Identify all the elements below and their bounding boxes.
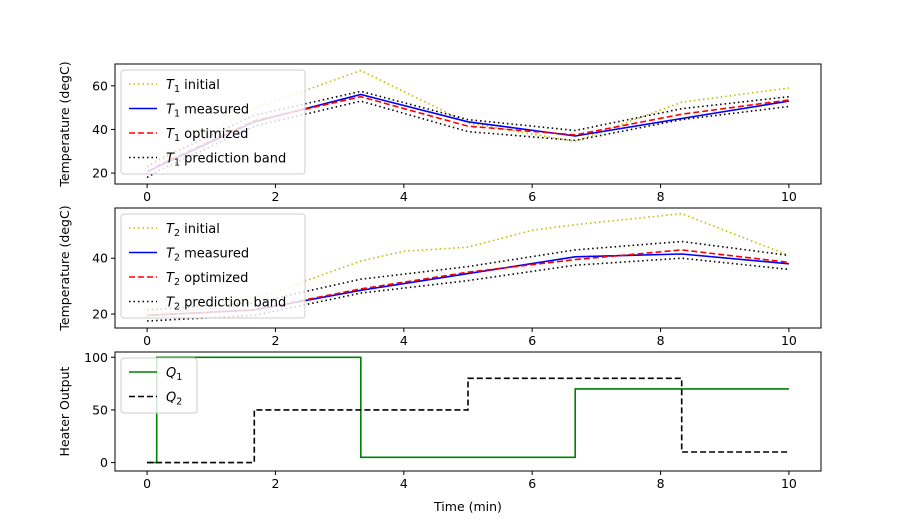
x-tick-label: 4 [400, 333, 408, 348]
y-axis-label: Temperature (degC) [57, 205, 72, 331]
legend-entry: T1 optimized [166, 127, 248, 144]
legend-entry: T2 initial [166, 222, 220, 239]
x-tick-label: 6 [528, 476, 536, 491]
x-tick-label: 8 [657, 476, 665, 491]
x-tick-label: 4 [400, 189, 408, 204]
axes-frame [114, 63, 822, 185]
x-tick-label: 2 [271, 476, 279, 491]
legend-entry: T1 prediction band [166, 152, 286, 169]
series-line-Q-2 [147, 377, 789, 464]
y-tick-label: 20 [92, 166, 108, 181]
y-tick-label: 60 [92, 78, 108, 93]
legend-entry: T1 initial [166, 78, 220, 95]
axes-frame [114, 207, 822, 329]
x-tick-label: 0 [143, 333, 151, 348]
legend-entry: T2 measured [166, 247, 249, 264]
x-axis-label: Time (min) [433, 499, 502, 514]
x-tick-label: 0 [143, 476, 151, 491]
series-line-band-lower-1 [146, 100, 789, 179]
series-line-optimized-2 [147, 249, 789, 317]
x-tick-label: 6 [528, 333, 536, 348]
axes-frame [114, 351, 822, 472]
x-tick-label: 2 [271, 333, 279, 348]
legend-entry: Q2 [166, 391, 182, 408]
y-tick-label: 40 [92, 122, 108, 137]
legend-box [120, 69, 306, 175]
x-tick-label: 8 [657, 189, 665, 204]
y-tick-label: 20 [92, 307, 108, 322]
legend-entry: T2 optimized [166, 271, 248, 288]
legend-entry: Q1 [166, 366, 182, 383]
legend-box [120, 213, 306, 319]
x-tick-label: 10 [781, 476, 797, 491]
series-line-band-lower-2 [147, 257, 789, 322]
series-line-Q-1 [147, 356, 789, 464]
y-axis-label: Temperature (degC) [57, 61, 72, 187]
x-tick-label: 2 [271, 189, 279, 204]
y-tick-label: 50 [92, 402, 108, 417]
y-tick-label: 40 [92, 251, 108, 266]
x-tick-label: 8 [657, 333, 665, 348]
x-tick-label: 0 [143, 189, 151, 204]
subplot-2: 0 2 4 6 8 10 20 40 Temperature (degC) T2 initial T… [57, 205, 822, 348]
x-tick-label: 10 [781, 189, 797, 204]
x-tick-label: 6 [528, 189, 536, 204]
series-line-initial-2 [147, 212, 790, 315]
x-tick-label: 10 [781, 333, 797, 348]
y-tick-label: 0 [100, 455, 108, 470]
x-tick-label: 4 [400, 476, 408, 491]
legend-entry: T2 prediction band [166, 296, 286, 313]
y-tick-label: 100 [84, 350, 108, 365]
subplot-1: 0 2 4 6 8 10 20 40 60 Temperature (degC) T1 initia… [57, 61, 822, 204]
series-line-prediction-band-2 [147, 240, 790, 311]
legend-box [120, 357, 198, 414]
y-axis-label: Heater Output [57, 366, 72, 456]
legend-entry: T1 measured [166, 103, 249, 120]
series-line-initial-1 [146, 69, 790, 169]
